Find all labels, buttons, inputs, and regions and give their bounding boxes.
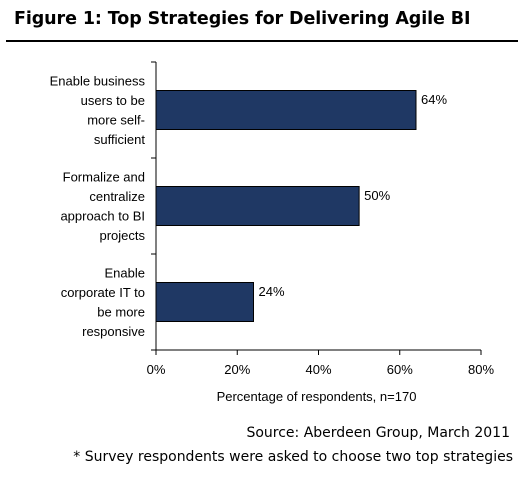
category-label: Formalize and centralize approach to BI pro… <box>60 169 145 243</box>
source-note: Source: Aberdeen Group, March 2011 <box>246 425 510 441</box>
x-axis-title: Percentage of respondents, n=170 <box>217 389 417 404</box>
x-tick-label: 60% <box>387 362 413 377</box>
data-label: 24% <box>259 284 285 299</box>
x-tick-label: 20% <box>224 362 250 377</box>
x-tick-label: 0% <box>147 362 166 377</box>
data-label: 64% <box>421 92 447 107</box>
footnote: * Survey respondents were asked to choos… <box>73 449 513 465</box>
bar <box>155 282 254 322</box>
category-label: Enable corporate IT to be more responsive <box>61 265 145 339</box>
bar-chart: 0% 20% 40% 60% 80% Percentage of respondents,… <box>50 61 494 404</box>
data-label: 50% <box>364 188 390 203</box>
bar <box>155 90 417 130</box>
figure-title: Figure 1: Top Strategies for Delivering … <box>14 9 471 29</box>
bar <box>155 186 360 226</box>
title-divider <box>6 40 518 42</box>
x-tick-label: 40% <box>305 362 331 377</box>
category-label: Enable business users to be more self-suff… <box>50 73 146 147</box>
x-tick-label: 80% <box>468 362 494 377</box>
